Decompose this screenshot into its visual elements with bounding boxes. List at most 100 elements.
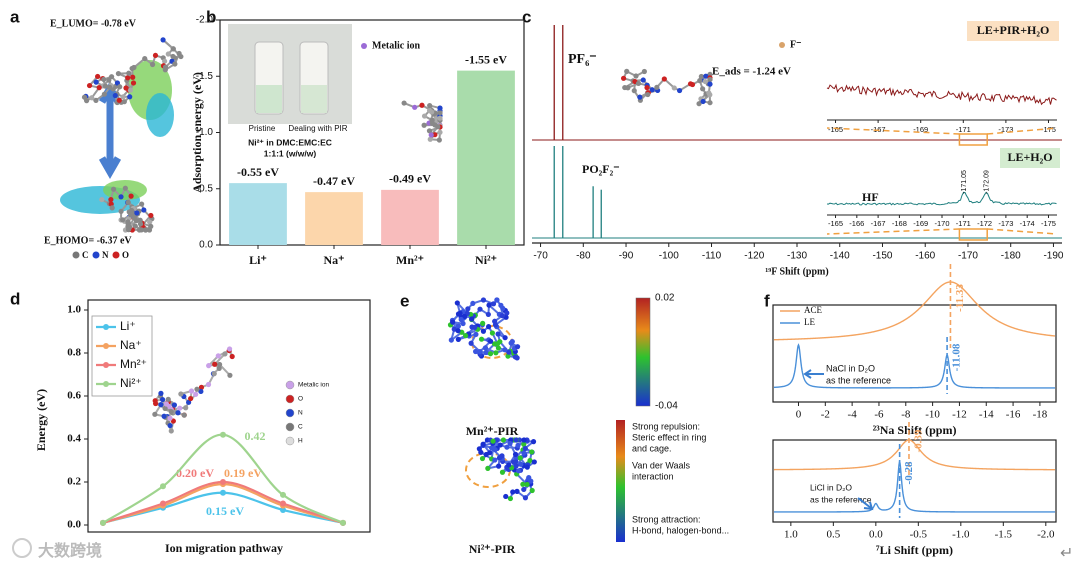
atom bbox=[510, 489, 516, 495]
spectrum bbox=[774, 459, 1055, 513]
atom-key-label: O bbox=[298, 396, 303, 403]
atom bbox=[143, 227, 149, 233]
legend-dot bbox=[361, 43, 367, 49]
atom bbox=[198, 384, 205, 390]
point bbox=[340, 519, 346, 526]
annotation: PF₆⁻ bbox=[568, 52, 597, 67]
atom bbox=[437, 110, 443, 116]
orbital bbox=[146, 93, 174, 137]
atom bbox=[494, 297, 500, 303]
y-axis-label: Adsorption energy (eV) bbox=[190, 72, 204, 193]
atom bbox=[450, 319, 456, 325]
zoom-box bbox=[958, 133, 988, 146]
legend-label: Li⁺ bbox=[120, 319, 136, 333]
atom bbox=[480, 320, 486, 326]
panel-label: f bbox=[764, 291, 770, 310]
atom bbox=[486, 324, 492, 330]
atom bbox=[131, 64, 137, 71]
atom bbox=[159, 396, 166, 403]
spectrum bbox=[773, 281, 1056, 341]
x-tick-label: -100 bbox=[659, 251, 679, 262]
y-tick-label: 0.0 bbox=[67, 519, 81, 531]
atom bbox=[168, 409, 174, 415]
atom bbox=[516, 468, 522, 474]
atom bbox=[215, 353, 221, 359]
inset-tick-label: -174 bbox=[1020, 219, 1035, 228]
x-tick-label: -14 bbox=[979, 409, 994, 421]
series-label: LE+H₂O bbox=[1007, 150, 1052, 164]
point bbox=[100, 519, 106, 526]
atom bbox=[698, 73, 704, 80]
liquid bbox=[256, 85, 282, 113]
atom bbox=[428, 132, 434, 138]
atom bbox=[487, 338, 494, 344]
atom bbox=[504, 444, 510, 450]
legend-label: Metalic ion bbox=[372, 40, 420, 51]
atom bbox=[188, 395, 194, 402]
atom bbox=[463, 333, 469, 339]
atom-key bbox=[285, 380, 295, 390]
atom bbox=[512, 451, 519, 457]
zoom-guide bbox=[826, 228, 1058, 235]
bar bbox=[305, 192, 363, 245]
atom bbox=[473, 348, 479, 355]
y-tick-label: 0.8 bbox=[67, 347, 81, 359]
annotation: F⁻ bbox=[790, 39, 801, 50]
atom bbox=[469, 316, 475, 322]
atom bbox=[437, 115, 443, 121]
atom bbox=[477, 306, 483, 312]
x-tick-label: -6 bbox=[874, 409, 884, 421]
legend-dot bbox=[72, 251, 80, 259]
atom bbox=[513, 463, 519, 469]
x-tick-label: -2 bbox=[821, 409, 830, 421]
atom bbox=[512, 354, 518, 360]
atom bbox=[161, 413, 167, 419]
atom bbox=[625, 85, 631, 91]
atom bbox=[158, 402, 164, 408]
atom bbox=[181, 412, 187, 418]
atom bbox=[514, 488, 520, 494]
atom bbox=[499, 469, 506, 475]
atom bbox=[649, 87, 655, 93]
colorbar-label: -0.04 bbox=[655, 401, 678, 412]
atom bbox=[178, 391, 184, 397]
atom bbox=[427, 102, 433, 109]
data-label: 0.19 eV bbox=[224, 466, 262, 480]
inset-tick-label: -167 bbox=[871, 125, 886, 134]
atom bbox=[227, 372, 233, 378]
atom bbox=[528, 478, 534, 484]
peak-label: -172.09 bbox=[983, 170, 990, 194]
atom bbox=[524, 464, 530, 470]
atom bbox=[633, 73, 639, 79]
atom bbox=[480, 297, 487, 303]
atom bbox=[518, 461, 524, 467]
atom bbox=[497, 442, 503, 448]
interaction-legend: Van der Waals bbox=[632, 460, 691, 470]
spectrum bbox=[774, 439, 1055, 471]
atom bbox=[167, 422, 173, 429]
atom bbox=[624, 68, 630, 75]
x-tick-label: -150 bbox=[872, 251, 892, 262]
atom-key bbox=[285, 422, 295, 432]
atom bbox=[198, 388, 204, 395]
legend-label: ACE bbox=[804, 305, 823, 315]
atom bbox=[421, 113, 428, 119]
point bbox=[280, 491, 286, 498]
x-tick-label: Li⁺ bbox=[249, 253, 267, 267]
atom-key-label: N bbox=[298, 410, 303, 417]
x-tick-label: -130 bbox=[787, 251, 807, 262]
atom bbox=[465, 306, 471, 312]
x-tick-label: -140 bbox=[830, 251, 850, 262]
arrow bbox=[803, 369, 824, 379]
inset-text: Ni²⁺ in DMC:EMC:EC bbox=[248, 137, 332, 147]
y-tick-label: -0.5 bbox=[196, 183, 214, 194]
atom bbox=[177, 405, 183, 411]
atom bbox=[123, 85, 129, 91]
atom bbox=[485, 311, 491, 318]
atom bbox=[697, 78, 703, 84]
legend-label: N bbox=[102, 250, 109, 260]
atom bbox=[635, 80, 642, 87]
atom bbox=[117, 84, 123, 90]
y-axis-label: Energy (eV) bbox=[34, 389, 48, 451]
data-label: -1.55 eV bbox=[465, 52, 507, 66]
